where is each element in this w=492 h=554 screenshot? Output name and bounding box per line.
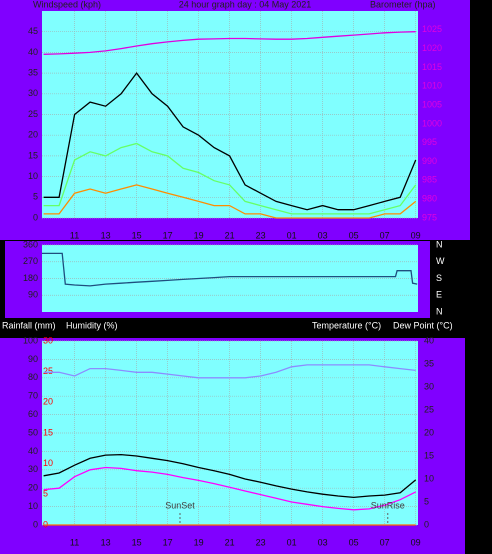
annotation: SunSet [165, 500, 195, 510]
y3-tick-label: 30 [43, 335, 53, 345]
y2-tick-label: 990 [422, 156, 437, 166]
x-tick-label: 15 [132, 537, 142, 547]
y-tick-label: 30 [28, 464, 38, 474]
y2-tick-label: N [436, 239, 443, 249]
y-tick-label: 80 [28, 372, 38, 382]
y3-tick-label: 5 [43, 489, 48, 499]
y-tick-label: 20 [28, 130, 38, 140]
x-tick-label: 11 [70, 230, 79, 240]
series-line [43, 72, 417, 211]
y-tick-label: 180 [23, 273, 38, 283]
y2-tick-label: E [436, 290, 442, 300]
y2-tick-label: 1020 [422, 43, 442, 53]
y2-tick-label: 35 [424, 358, 434, 368]
annotation: SunRise [371, 500, 405, 510]
x-tick-label: 21 [225, 537, 235, 547]
x-tick-label: 07 [380, 537, 390, 547]
x-tick-label: 05 [349, 230, 359, 240]
y-tick-label: 360 [23, 239, 38, 249]
y2-tick-label: 30 [424, 381, 434, 391]
y-axis-label: Rainfall (mm) [2, 320, 56, 330]
y2-tick-label: W [436, 256, 445, 266]
x-tick-label: 03 [318, 537, 328, 547]
y-tick-label: 20 [28, 483, 38, 493]
x-tick-label: 21 [225, 230, 235, 240]
y-tick-label: 5 [33, 192, 38, 202]
y-tick-label: 25 [28, 109, 38, 119]
y3-tick-label: 10 [43, 458, 53, 468]
y-tick-label: 270 [23, 256, 38, 266]
y2-tick-label: 975 [422, 212, 437, 222]
x-tick-label: 01 [287, 537, 297, 547]
y2-tick-label: 1000 [422, 118, 442, 128]
y-tick-label: 70 [28, 391, 38, 401]
series-line [43, 184, 417, 219]
y2-tick-label: 1025 [422, 24, 442, 34]
y-tick-label: 0 [33, 519, 38, 529]
series-line [43, 31, 416, 55]
y-tick-label: 40 [28, 446, 38, 456]
x-tick-label: 11 [70, 537, 79, 547]
y2-tick-label: 980 [422, 194, 437, 204]
y2-tick-label: 40 [424, 335, 434, 345]
y2-tick-label: 5 [424, 496, 429, 506]
y2-tick-label: 25 [424, 404, 434, 414]
y3-tick-label: 20 [43, 397, 53, 407]
series-line [43, 364, 416, 379]
y2-tick-label: 1005 [422, 99, 442, 109]
y2-tick-label: S [436, 273, 442, 283]
chart-title: 24 hour graph day : 04 May 2021 [179, 0, 312, 9]
series-line [43, 466, 416, 511]
y-axis-label: Humidity (%) [66, 320, 118, 330]
y-tick-label: 10 [28, 501, 38, 511]
x-tick-label: 17 [163, 230, 173, 240]
y-tick-label: 100 [23, 335, 38, 345]
y2-tick-label: N [436, 306, 443, 316]
x-tick-label: 09 [411, 230, 421, 240]
y-tick-label: 50 [28, 427, 38, 437]
y2-tick-label: 10 [424, 473, 434, 483]
series-line [42, 252, 418, 287]
x-tick-label: 13 [101, 230, 111, 240]
y-tick-label: 60 [28, 409, 38, 419]
y2-tick-label: 985 [422, 175, 437, 185]
y2-axis-label: Barometer (hpa) [370, 0, 436, 9]
x-tick-label: 13 [101, 537, 111, 547]
y2-tick-label: 15 [424, 450, 434, 460]
x-tick-label: 19 [194, 230, 204, 240]
x-tick-label: 03 [318, 230, 328, 240]
x-tick-label: 19 [194, 537, 204, 547]
x-tick-label: 23 [256, 230, 266, 240]
x-tick-label: 01 [287, 230, 297, 240]
y-tick-label: 30 [28, 88, 38, 98]
x-tick-label: 17 [163, 537, 173, 547]
x-tick-label: 07 [380, 230, 390, 240]
y2-tick-label: 1010 [422, 81, 442, 91]
y2-axis-label: Dew Point (°C) [393, 320, 453, 330]
y-tick-label: 45 [28, 26, 38, 36]
y3-tick-label: 15 [43, 427, 53, 437]
y2-tick-label: 0 [424, 519, 429, 529]
y2-tick-label: 20 [424, 427, 434, 437]
y2-tick-label: 995 [422, 137, 437, 147]
y-tick-label: 40 [28, 47, 38, 57]
y-tick-label: 10 [28, 171, 38, 181]
x-tick-label: 23 [256, 537, 266, 547]
x-tick-label: 09 [411, 537, 421, 547]
y-tick-label: 15 [28, 150, 38, 160]
series-line [43, 142, 417, 215]
y-tick-label: 90 [28, 290, 38, 300]
y-tick-label: 35 [28, 67, 38, 77]
x-tick-label: 15 [132, 230, 142, 240]
y2-axis-label: Temperature (°C) [312, 320, 381, 330]
series-line [43, 453, 417, 499]
y-axis-label: Windspeed (kph) [33, 0, 101, 9]
y-tick-label: 90 [28, 354, 38, 364]
y2-tick-label: 1015 [422, 62, 442, 72]
y-tick-label: 0 [33, 212, 38, 222]
y3-tick-label: 25 [43, 366, 53, 376]
x-tick-label: 05 [349, 537, 359, 547]
